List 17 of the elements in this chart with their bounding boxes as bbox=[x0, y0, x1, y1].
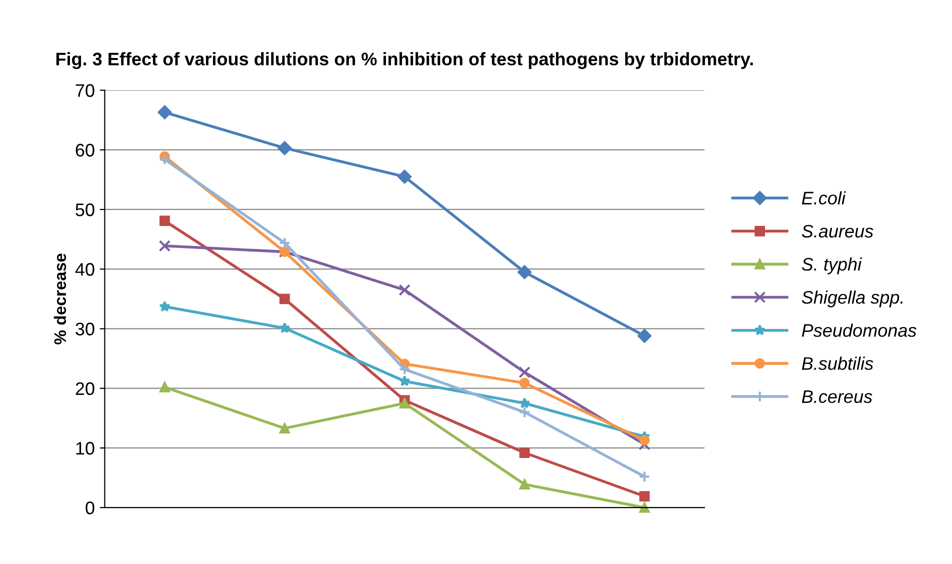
y-tick-label: 50 bbox=[76, 203, 94, 216]
y-tick-label: 10 bbox=[76, 442, 94, 455]
legend-label: S.aureus bbox=[802, 224, 874, 238]
legend-label: B.cereus bbox=[802, 390, 872, 404]
legend-label: S. typhi bbox=[802, 257, 862, 274]
y-tick-label: 0 bbox=[86, 502, 94, 514]
legend-label: Shigella spp. bbox=[802, 290, 903, 308]
y-axis-title: % decrease bbox=[54, 254, 66, 344]
legend-label: Pseudomonas bbox=[802, 324, 916, 337]
y-tick-label: 40 bbox=[75, 263, 94, 276]
legend-label: B.subtilis bbox=[802, 356, 874, 370]
y-tick-label: 30 bbox=[76, 322, 94, 336]
y-tick-label: 60 bbox=[76, 144, 94, 157]
chart-title: Fig. 3 Effect of various dilutions on % inhibition of test pathogens by trbidometry. bbox=[56, 52, 753, 70]
legend-label: E.coli bbox=[802, 191, 846, 205]
y-tick-label: 20 bbox=[76, 382, 94, 396]
y-tick-label: 70 bbox=[76, 84, 94, 97]
